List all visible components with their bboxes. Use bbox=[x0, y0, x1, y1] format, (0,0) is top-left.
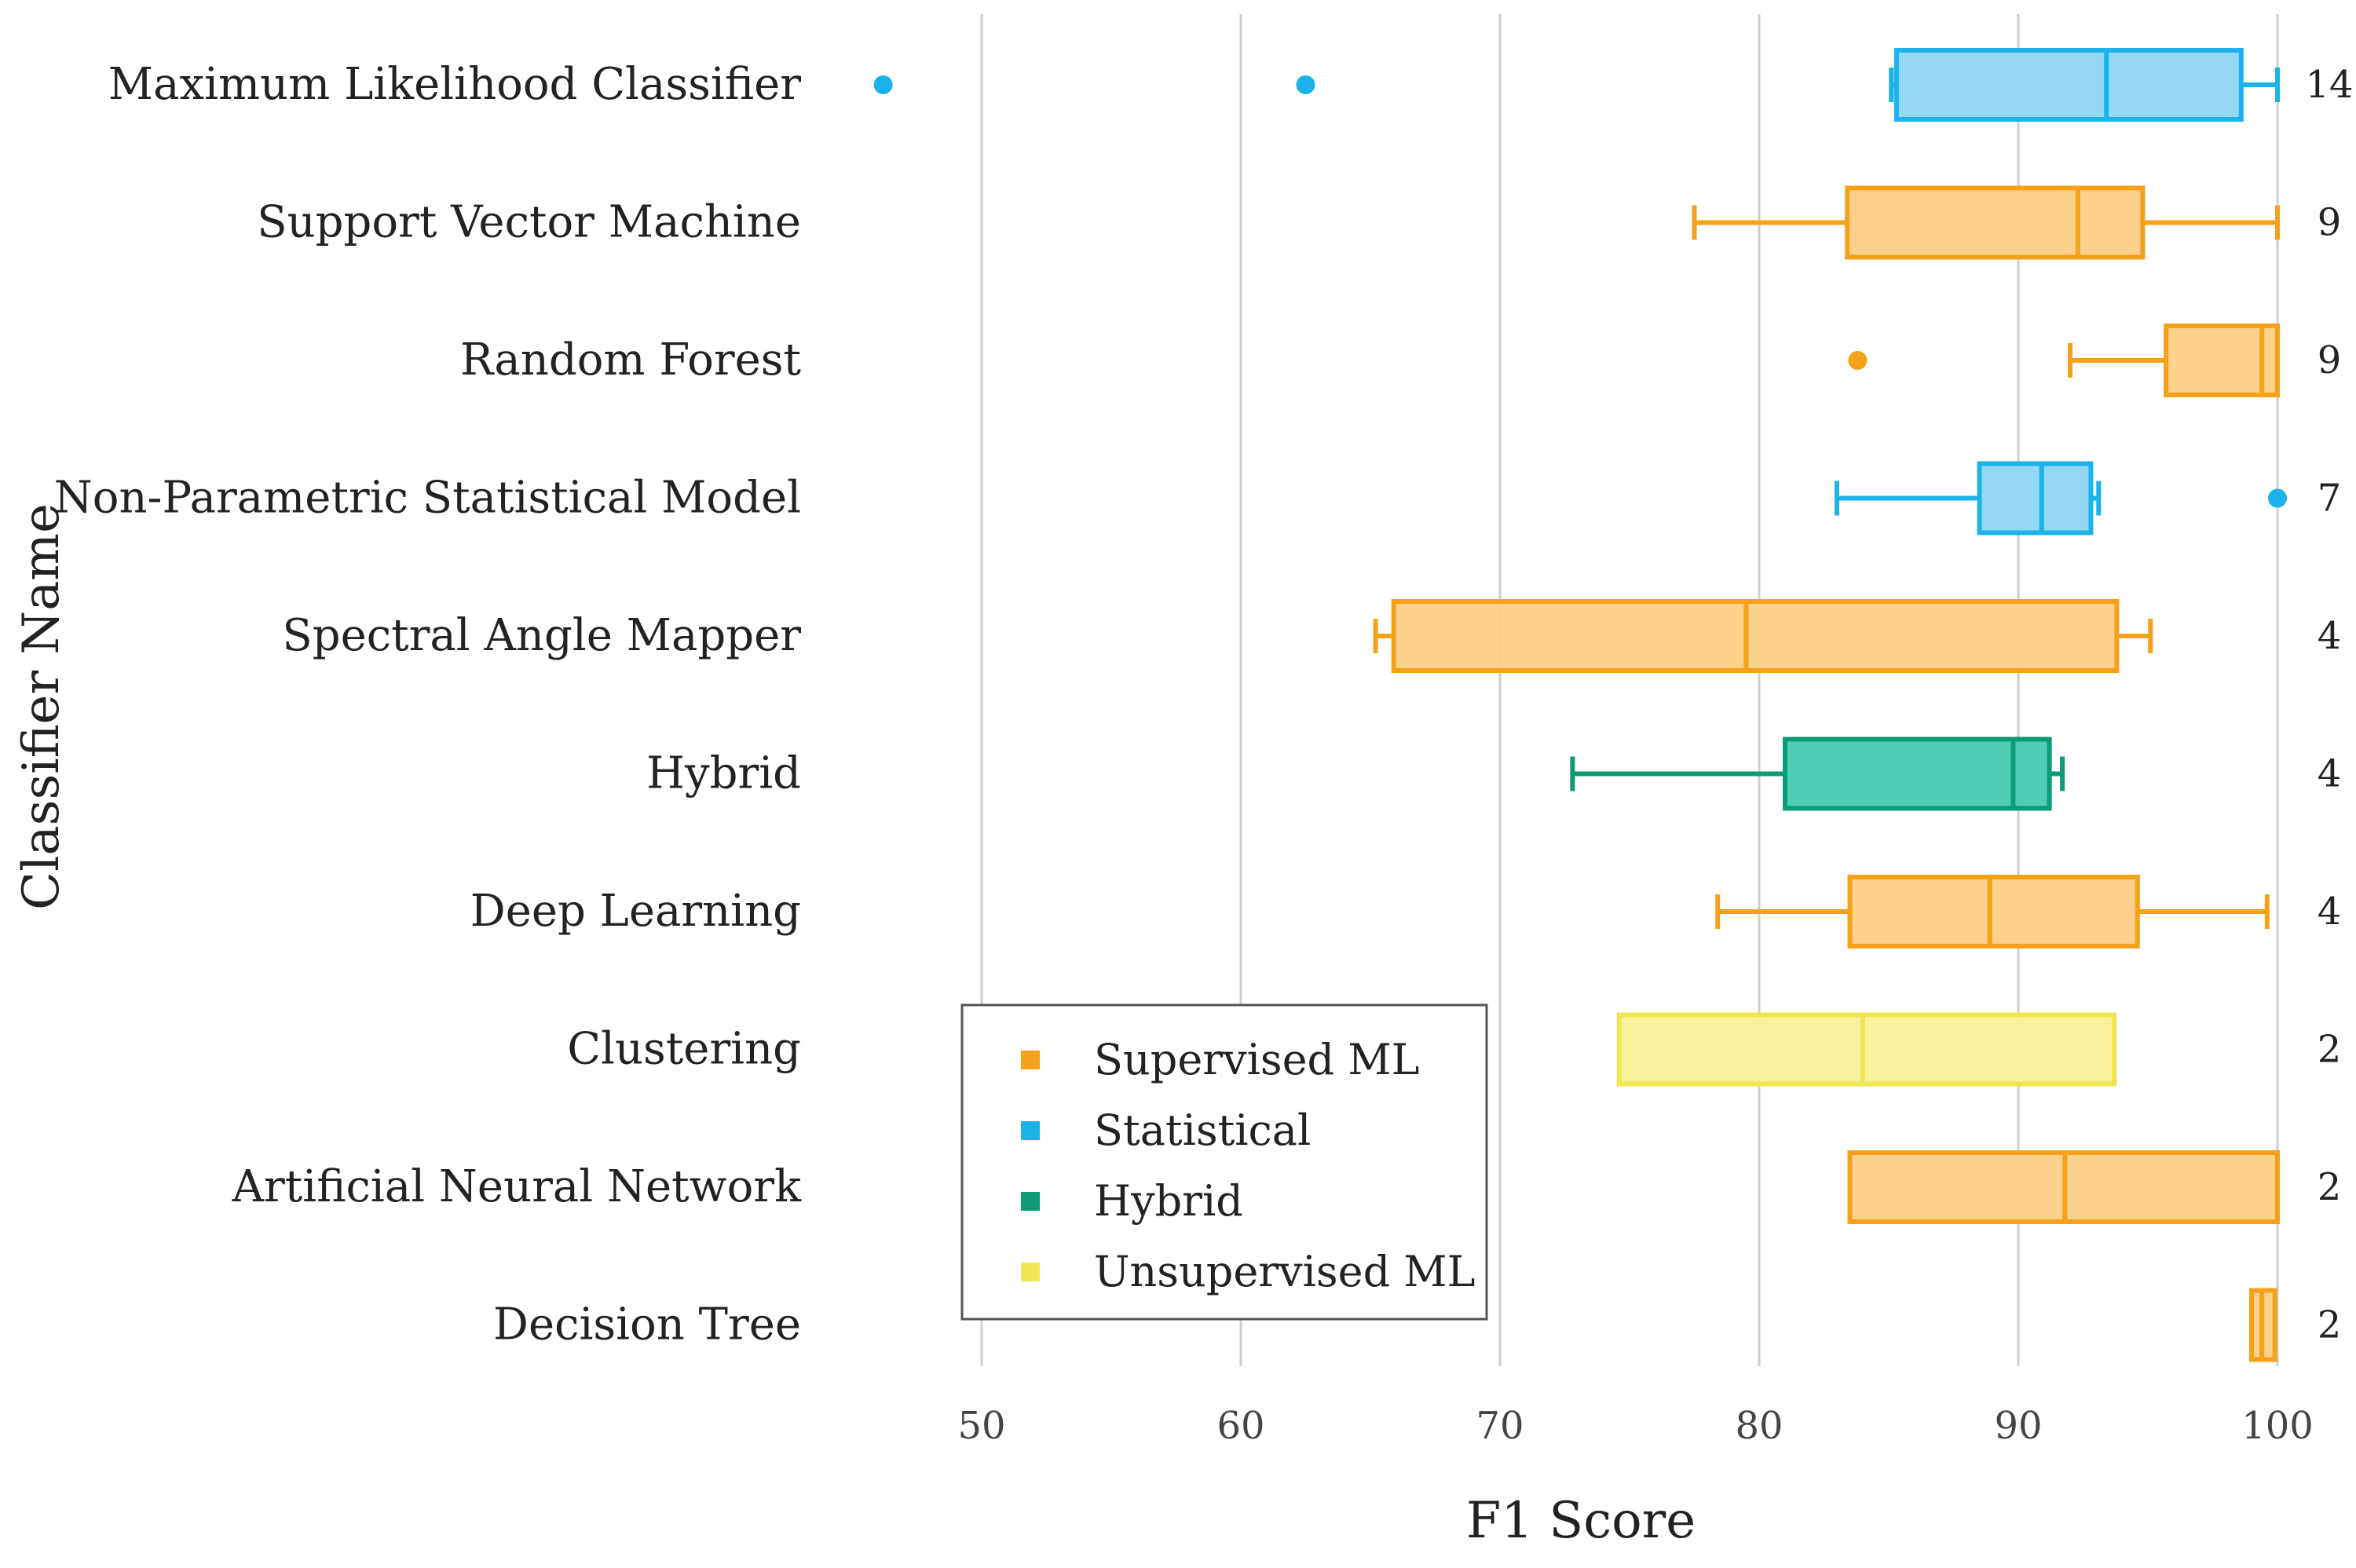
count-label: 2 bbox=[2318, 1165, 2342, 1209]
legend-box bbox=[960, 1003, 1488, 1321]
category-labels: Maximum Likelihood Classifier Support Vec… bbox=[54, 59, 802, 1351]
category-label: Support Vector Machine bbox=[257, 197, 801, 248]
legend-swatch bbox=[1021, 1192, 1040, 1211]
count-label: 9 bbox=[2318, 201, 2342, 245]
box-iqr bbox=[1783, 736, 2052, 811]
boxes bbox=[873, 48, 2287, 1362]
x-tick-label: 50 bbox=[957, 1404, 1005, 1448]
legend-label: Unsupervised ML bbox=[1094, 1247, 1475, 1296]
x-tick-label: 90 bbox=[1994, 1404, 2042, 1448]
category-label: Decision Tree bbox=[493, 1299, 801, 1351]
box-support-vector-machine bbox=[1692, 185, 2280, 260]
x-tick-label: 70 bbox=[1476, 1404, 1524, 1448]
box-maximum-likelihood-classifier bbox=[873, 48, 2280, 122]
category-label: Maximum Likelihood Classifier bbox=[108, 59, 801, 110]
box-non-parametric-statistical-model bbox=[1835, 461, 2287, 535]
box-decision-tree bbox=[2249, 1288, 2277, 1362]
legend-label: Statistical bbox=[1094, 1106, 1311, 1155]
box-iqr bbox=[1616, 1012, 2117, 1087]
legend: Supervised ML Statistical Hybrid Unsupervis… bbox=[960, 1003, 1488, 1321]
outlier-point bbox=[2268, 488, 2287, 508]
box-iqr bbox=[1391, 599, 2120, 673]
category-label: Deep Learning bbox=[470, 886, 801, 937]
legend-label: Hybrid bbox=[1094, 1176, 1243, 1226]
outlier-point bbox=[1296, 75, 1315, 94]
count-label: 2 bbox=[2318, 1028, 2342, 1072]
outlier-point bbox=[873, 75, 893, 94]
x-tick-label: 60 bbox=[1216, 1404, 1264, 1448]
count-label: 4 bbox=[2318, 752, 2342, 796]
outlier-point bbox=[1848, 351, 1868, 370]
legend-swatch bbox=[1021, 1263, 1040, 1281]
x-tick-labels: 50 60 70 80 90 100 bbox=[957, 1404, 2313, 1448]
legend-swatch bbox=[1021, 1051, 1040, 1069]
count-label: 7 bbox=[2318, 477, 2342, 521]
box-iqr bbox=[2164, 323, 2281, 397]
count-label: 14 bbox=[2305, 63, 2353, 107]
legend-label: Supervised ML bbox=[1094, 1035, 1419, 1084]
category-label: Clustering bbox=[567, 1024, 801, 1075]
box-iqr bbox=[1977, 461, 2094, 535]
category-label: Hybrid bbox=[646, 748, 801, 799]
count-label: 4 bbox=[2318, 890, 2342, 934]
box-spectral-angle-mapper bbox=[1373, 599, 2153, 673]
category-label: Non-Parametric Statistical Model bbox=[54, 473, 801, 524]
count-label: 4 bbox=[2318, 614, 2342, 658]
category-label: Spectral Angle Mapper bbox=[282, 610, 801, 661]
box-artificial-neural-network bbox=[1847, 1150, 2280, 1224]
box-deep-learning bbox=[1715, 875, 2270, 948]
count-label: 2 bbox=[2318, 1303, 2342, 1347]
x-axis-title: F1 Score bbox=[1466, 1492, 1696, 1550]
count-labels: 14 9 9 7 4 4 4 2 2 2 bbox=[2305, 63, 2353, 1347]
category-label: Random Forest bbox=[460, 334, 802, 386]
box-iqr bbox=[1893, 48, 2244, 122]
box-iqr bbox=[1847, 875, 2140, 948]
x-tick-label: 100 bbox=[2241, 1404, 2314, 1448]
box-random-forest bbox=[1848, 323, 2281, 397]
box-hybrid bbox=[1570, 736, 2065, 811]
y-axis-title: Classifier Name bbox=[13, 503, 71, 910]
box-clustering bbox=[1616, 1012, 2117, 1087]
x-tick-label: 80 bbox=[1735, 1404, 1783, 1448]
box-iqr bbox=[1845, 185, 2146, 260]
category-label: Artificial Neural Network bbox=[232, 1161, 802, 1212]
count-label: 9 bbox=[2318, 338, 2342, 382]
legend-swatch bbox=[1021, 1121, 1040, 1140]
